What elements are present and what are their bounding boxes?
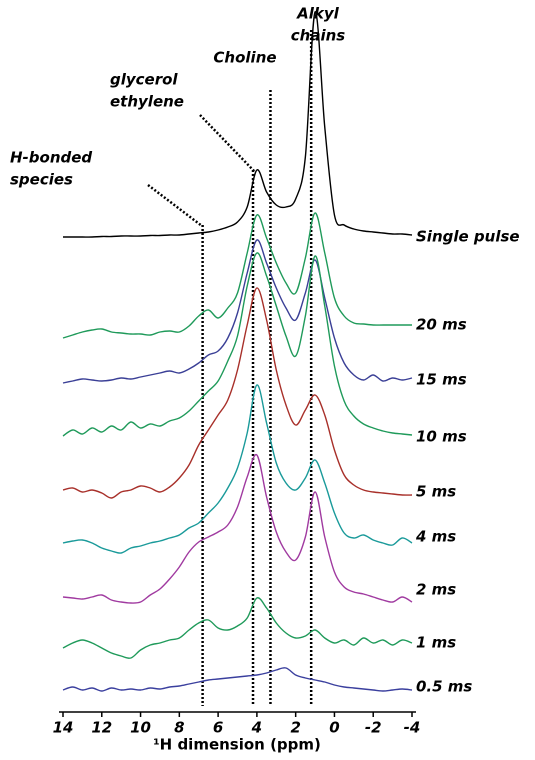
spectrum [62, 667, 413, 692]
x-tick-label: 14 [53, 719, 74, 737]
leader-line [147, 184, 203, 227]
annotation: Alkyl [296, 5, 340, 23]
annotation: H-bonded [10, 149, 92, 167]
series-label: 15 ms [416, 371, 467, 389]
x-tick-label: 6 [213, 719, 223, 737]
series-label: Single pulse [416, 228, 520, 246]
spectrum [62, 239, 413, 384]
annotation: species [10, 171, 73, 189]
spectrum [63, 11, 413, 238]
annotation: ethylene [110, 93, 184, 111]
x-axis-label: ¹H dimension (ppm) [153, 736, 321, 754]
series-label: 1 ms [416, 634, 456, 652]
spectrum [62, 453, 413, 604]
x-tick-label: 10 [130, 719, 151, 737]
spectrum [62, 597, 413, 659]
x-tick-label: 4 [251, 719, 262, 737]
spectrum [62, 287, 413, 499]
series-label: 4 ms [415, 528, 456, 546]
x-tick-label: -4 [404, 719, 421, 737]
series-label: 10 ms [416, 428, 467, 446]
annotation: Choline [213, 49, 276, 67]
annotation: glycerol [110, 71, 178, 89]
x-tick-label: 0 [329, 719, 339, 737]
x-tick-label: 2 [290, 719, 300, 737]
spectrum [62, 384, 413, 554]
spectrum [62, 252, 413, 437]
series-label: 5 ms [416, 483, 456, 501]
series-label: 20 ms [416, 316, 467, 334]
x-tick-label: 8 [174, 719, 184, 737]
x-tick-label: 12 [91, 719, 112, 737]
series-label: 2 ms [416, 581, 456, 599]
spectrum [62, 212, 412, 339]
series-label: 0.5 ms [416, 678, 472, 696]
x-tick-label: -2 [365, 719, 382, 737]
leader-line [199, 114, 256, 173]
